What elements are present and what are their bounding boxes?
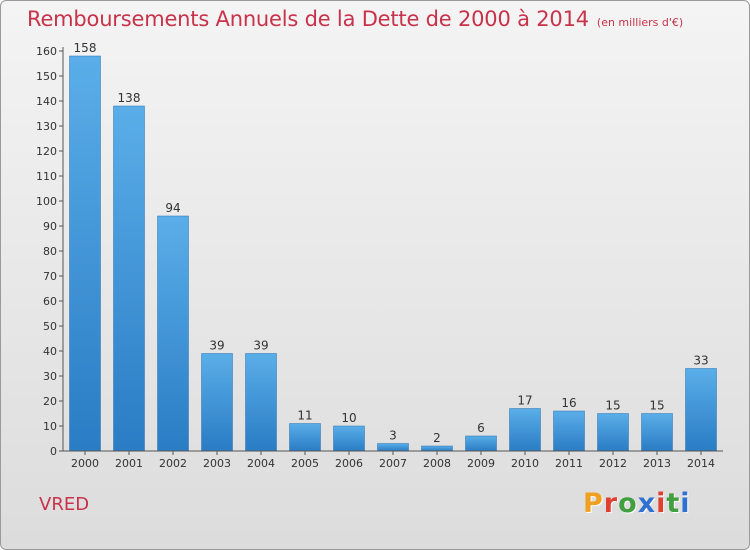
brand-letter: o — [618, 488, 638, 519]
bar-2003 — [201, 353, 233, 452]
value-label-2007: 3 — [389, 429, 397, 443]
value-label-2011: 16 — [561, 396, 576, 410]
x-tick-label-2001: 2001 — [115, 457, 143, 470]
value-label-2010: 17 — [517, 394, 532, 408]
x-tick-label-2005: 2005 — [291, 457, 319, 470]
brand-letter: i — [680, 488, 691, 519]
y-tick-label: 50 — [43, 320, 57, 333]
x-tick-label-2010: 2010 — [511, 457, 539, 470]
brand-letter: t — [666, 488, 681, 519]
x-tick-label-2011: 2011 — [555, 457, 583, 470]
value-label-2008: 2 — [433, 431, 441, 445]
y-tick-label: 130 — [36, 120, 57, 133]
bar-2013 — [641, 413, 673, 452]
value-label-2002: 94 — [165, 201, 180, 215]
brand-letter: r — [603, 488, 619, 519]
x-tick-label-2002: 2002 — [159, 457, 187, 470]
x-tick-label-2007: 2007 — [379, 457, 407, 470]
bar-2012 — [597, 413, 629, 452]
title-row: Remboursements Annuels de la Dette de 20… — [27, 7, 683, 31]
y-tick-label: 60 — [43, 295, 57, 308]
bars-group: 158 138 94 39 39 11 10 3 2 6 17 16 15 15 33 — [69, 41, 717, 452]
bar-2004 — [245, 353, 277, 452]
bar-2009 — [465, 435, 497, 452]
y-tick-label: 80 — [43, 245, 57, 258]
value-label-2012: 15 — [605, 399, 620, 413]
value-label-2001: 138 — [118, 91, 141, 105]
y-tick-label: 100 — [36, 195, 57, 208]
commune-name: VRED — [39, 494, 90, 515]
y-tick-label: 150 — [36, 70, 57, 83]
x-tick-label-2004: 2004 — [247, 457, 275, 470]
bar-2005 — [289, 423, 321, 452]
x-tick-label-2009: 2009 — [467, 457, 495, 470]
bar-2008 — [421, 445, 453, 452]
x-tick-label-2006: 2006 — [335, 457, 363, 470]
value-label-2006: 10 — [341, 411, 356, 425]
y-tick-label: 120 — [36, 145, 57, 158]
y-tick-label: 110 — [36, 170, 57, 183]
x-tick-label-2003: 2003 — [203, 457, 231, 470]
y-tick-label: 0 — [50, 445, 57, 458]
bar-2001 — [113, 105, 145, 452]
x-tick-label-2012: 2012 — [599, 457, 627, 470]
y-tick-label: 90 — [43, 220, 57, 233]
y-tick-label: 40 — [43, 345, 57, 358]
value-label-2004: 39 — [253, 339, 268, 353]
chart-subtitle: (en milliers d'€) — [596, 16, 684, 29]
bar-2011 — [553, 410, 585, 452]
value-label-2000: 158 — [74, 41, 97, 55]
x-axis: 2000 2001 2002 2003 2004 2005 2006 2007 2008 2009… — [63, 450, 723, 470]
y-tick-label: 70 — [43, 270, 57, 283]
bar-2007 — [377, 443, 409, 452]
proxiti-logo: Proxiti — [583, 488, 691, 519]
x-tick-label-2000: 2000 — [71, 457, 99, 470]
y-tick-label: 20 — [43, 395, 57, 408]
bar-2000 — [69, 55, 101, 452]
y-tick-label: 30 — [43, 370, 57, 383]
x-tick-label-2008: 2008 — [423, 457, 451, 470]
y-tick-label: 140 — [36, 95, 57, 108]
brand-letter: x — [637, 488, 657, 519]
value-label-2014: 33 — [693, 354, 708, 368]
brand-letter: P — [583, 488, 604, 519]
value-label-2013: 15 — [649, 399, 664, 413]
y-axis: 0 10 20 30 40 50 60 70 80 90 100 110 120 130 140 150 160 — [36, 45, 64, 458]
y-tick-label: 160 — [36, 45, 57, 58]
value-label-2005: 11 — [297, 409, 312, 423]
y-tick-label: 10 — [43, 420, 57, 433]
bar-2010 — [509, 408, 541, 452]
chart-title: Remboursements Annuels de la Dette de 20… — [27, 7, 589, 31]
bar-2002 — [157, 215, 189, 452]
bar-2014 — [685, 368, 717, 452]
x-tick-label-2014: 2014 — [687, 457, 715, 470]
x-tick-label-2013: 2013 — [643, 457, 671, 470]
bar-2006 — [333, 425, 365, 452]
brand-letter: i — [656, 488, 667, 519]
value-label-2003: 39 — [209, 339, 224, 353]
value-label-2009: 6 — [477, 421, 485, 435]
